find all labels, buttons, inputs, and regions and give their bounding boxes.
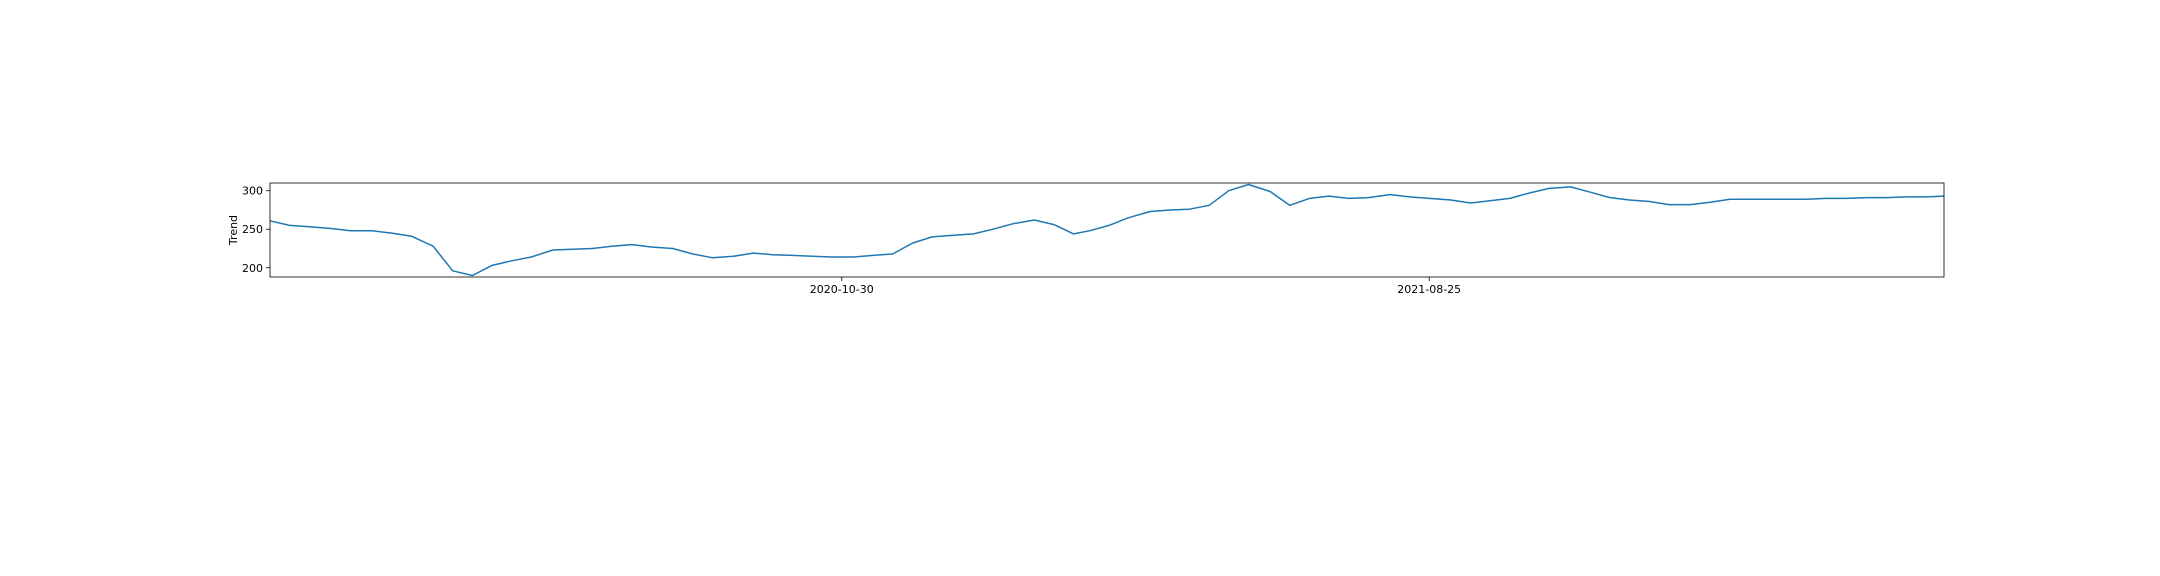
x-axis: 2020-10-30 2021-08-25	[810, 277, 1461, 296]
x-tick-label: 2021-08-25	[1397, 283, 1461, 296]
y-tick-label: 200	[242, 262, 263, 275]
plot-frame	[269, 182, 1945, 278]
y-tick-label: 300	[242, 185, 263, 198]
x-tick-label: 2020-10-30	[810, 283, 874, 296]
y-tick-label: 250	[242, 223, 263, 236]
plot-area	[269, 182, 1945, 278]
y-axis-label: Trend	[227, 215, 240, 246]
series-line-trend	[269, 183, 1945, 277]
y-axis: 200 250 300	[242, 185, 270, 275]
